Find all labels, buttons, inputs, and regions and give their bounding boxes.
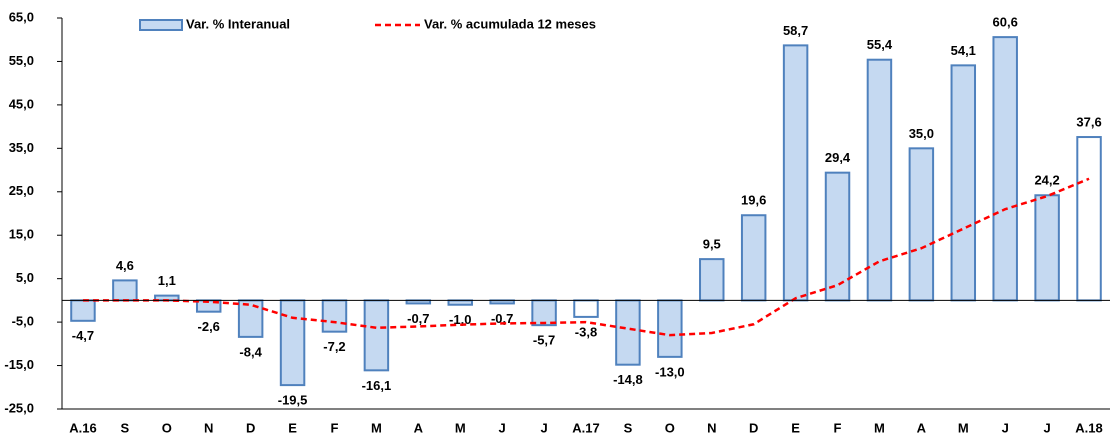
- x-tick-label: S: [121, 420, 130, 435]
- legend-label: Var. % Interanual: [186, 16, 290, 31]
- x-tick-label: A.18: [1075, 420, 1102, 435]
- x-tick-label: A: [917, 420, 927, 435]
- data-label: 9,5: [703, 237, 721, 252]
- x-tick-label: A: [414, 420, 424, 435]
- x-tick-label: D: [246, 420, 255, 435]
- y-tick-label: 35,0: [9, 140, 34, 155]
- data-label: 29,4: [825, 150, 851, 165]
- x-tick-label: M: [455, 420, 466, 435]
- x-tick-label: O: [665, 420, 675, 435]
- x-tick-label: E: [288, 420, 297, 435]
- legend-label: Var. % acumulada 12 meses: [424, 16, 596, 31]
- x-tick-label: F: [834, 420, 842, 435]
- bar: [531, 299, 557, 327]
- bar: [657, 299, 683, 358]
- x-tick-label: M: [958, 420, 969, 435]
- bar: [279, 299, 306, 387]
- bar: [321, 299, 348, 333]
- data-label: -0,7: [491, 311, 513, 326]
- data-label: -4,7: [72, 328, 94, 343]
- bar: [824, 171, 851, 302]
- x-tick-label: J: [540, 420, 547, 435]
- data-label: -16,1: [362, 378, 392, 393]
- data-label: -7,2: [323, 339, 345, 354]
- bar: [70, 299, 96, 322]
- data-label: 4,6: [116, 258, 134, 273]
- bar: [615, 299, 641, 366]
- data-label: 54,1: [951, 43, 976, 58]
- data-label: 55,4: [867, 37, 893, 52]
- data-label: -14,8: [613, 372, 643, 387]
- y-tick-label: 15,0: [9, 227, 34, 242]
- bar: [447, 299, 473, 306]
- data-label: -5,7: [533, 333, 555, 348]
- y-tick-label: -5,0: [12, 314, 34, 329]
- bar: [1076, 136, 1102, 302]
- bar: [908, 147, 935, 302]
- y-tick-label: 45,0: [9, 96, 34, 111]
- x-tick-label: S: [624, 420, 633, 435]
- bar: [237, 299, 264, 338]
- x-tick-label: O: [162, 420, 172, 435]
- bar: [1034, 194, 1060, 302]
- x-tick-label: A.17: [572, 420, 599, 435]
- bar: [573, 299, 599, 318]
- data-label: -8,4: [239, 344, 262, 359]
- x-tick-label: A.16: [69, 420, 96, 435]
- x-tick-label: F: [331, 420, 339, 435]
- bar: [699, 258, 725, 302]
- bar: [866, 58, 893, 302]
- legend-swatch: [139, 19, 183, 31]
- y-tick-label: -25,0: [4, 400, 34, 415]
- y-tick-label: -15,0: [4, 357, 34, 372]
- data-label: 37,6: [1076, 114, 1101, 129]
- data-label: -2,6: [198, 319, 220, 334]
- x-tick-label: D: [749, 420, 758, 435]
- data-label: 35,0: [909, 126, 934, 141]
- line: [82, 177, 1090, 337]
- data-label: 19,6: [741, 193, 766, 208]
- y-tick-label: 5,0: [16, 270, 34, 285]
- x-tick-label: E: [791, 420, 800, 435]
- bar: [112, 279, 138, 302]
- data-label: 24,2: [1034, 173, 1059, 188]
- y-tick-label: 25,0: [9, 183, 34, 198]
- y-tick-label: 55,0: [9, 53, 34, 68]
- x-tick-label: N: [204, 420, 213, 435]
- data-label: 58,7: [783, 23, 808, 38]
- x-tick-label: M: [371, 420, 382, 435]
- data-label: 60,6: [993, 15, 1018, 30]
- data-label: -3,8: [575, 324, 597, 339]
- bar: [363, 299, 390, 372]
- x-tick-label: J: [1002, 420, 1009, 435]
- data-label: -0,7: [407, 311, 429, 326]
- bar: [950, 64, 977, 302]
- bar: [992, 36, 1018, 302]
- x-tick-label: N: [707, 420, 716, 435]
- x-tick-label: J: [1044, 420, 1051, 435]
- data-label: 1,1: [158, 273, 176, 288]
- data-label: -19,5: [278, 393, 308, 408]
- bar: [782, 44, 809, 302]
- y-tick-label: 65,0: [9, 9, 34, 24]
- x-tick-label: J: [499, 420, 506, 435]
- data-label: -13,0: [655, 364, 685, 379]
- bar: [740, 214, 767, 302]
- x-tick-label: M: [874, 420, 885, 435]
